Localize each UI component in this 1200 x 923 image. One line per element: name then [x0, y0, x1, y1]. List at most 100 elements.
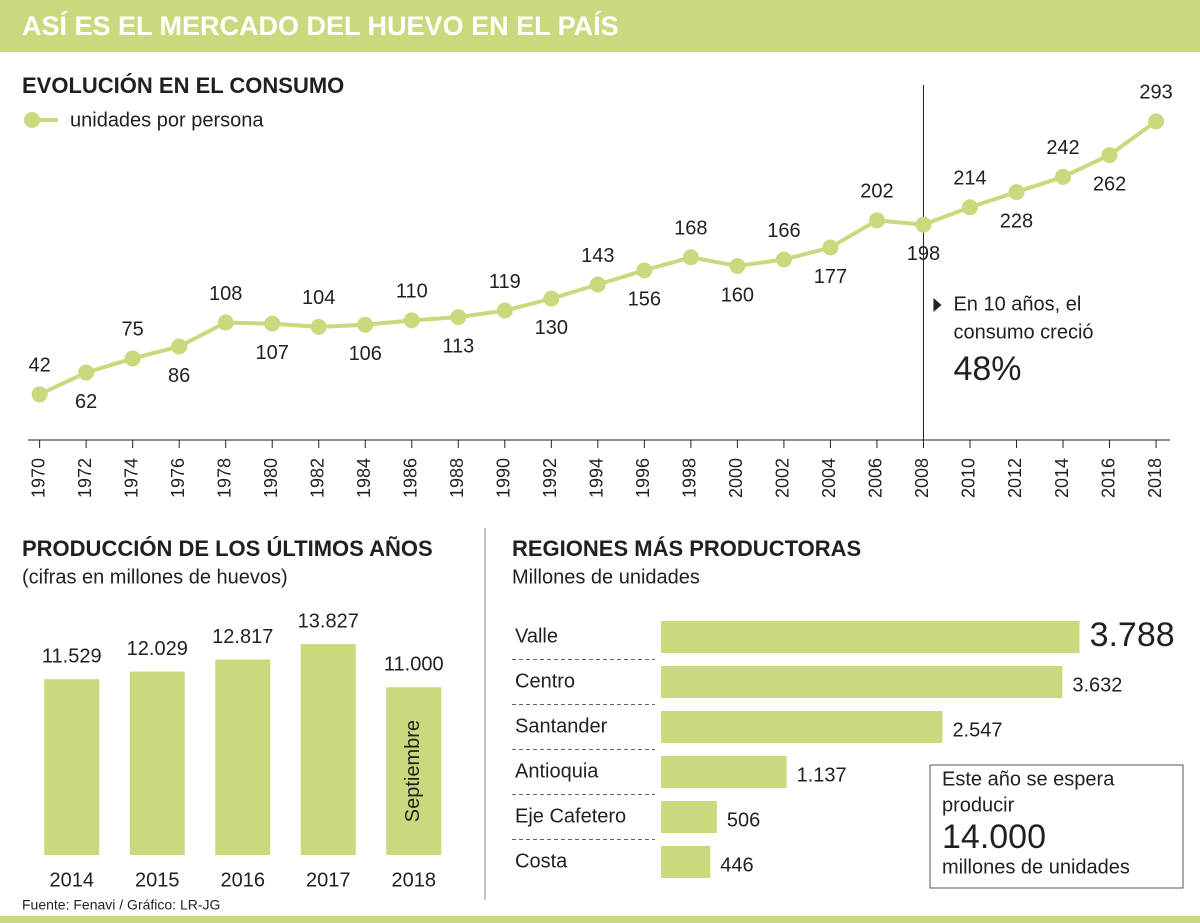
point	[310, 318, 327, 335]
x-tick-label: 1994	[587, 458, 607, 498]
x-tick-label: 2004	[819, 458, 839, 498]
value-label: 177	[814, 266, 847, 288]
bar	[386, 687, 442, 855]
bar-chart-subtitle: (cifras en millones de huevos)	[22, 566, 288, 588]
value-label: 12.817	[212, 626, 273, 648]
bar	[300, 644, 356, 855]
value-label: 13.827	[298, 610, 359, 632]
x-tick-label: 1992	[540, 458, 560, 498]
annotation-highlight: 48%	[953, 350, 1021, 388]
value-label: 242	[1046, 137, 1079, 159]
note-text: Este año se espera	[942, 768, 1115, 790]
x-tick-label: 2014	[1052, 458, 1072, 498]
x-tick-label: 2002	[773, 458, 793, 498]
value-label: 119	[489, 271, 521, 293]
bar	[661, 756, 787, 788]
x-tick-label: 1996	[633, 458, 653, 498]
point	[1101, 147, 1118, 164]
x-tick-label: 2018	[392, 869, 437, 891]
bar	[661, 711, 943, 743]
point	[682, 249, 699, 266]
point	[636, 262, 653, 279]
point	[357, 316, 374, 333]
point	[217, 314, 234, 331]
point	[31, 386, 48, 403]
footer-band	[0, 916, 1200, 923]
annotation-arrow	[933, 298, 942, 312]
legend-marker	[24, 112, 40, 128]
value-label: 198	[907, 243, 940, 265]
point	[1008, 184, 1025, 201]
value-label: 160	[721, 284, 754, 306]
point	[868, 212, 885, 229]
point	[822, 239, 839, 256]
point	[124, 350, 141, 367]
point	[450, 309, 467, 326]
header-band	[0, 0, 1200, 52]
x-tick-label: 1972	[75, 458, 95, 498]
value-label: 11.000	[384, 654, 444, 676]
value-label: 166	[767, 220, 800, 242]
value-label: 130	[535, 317, 568, 339]
x-tick-label: 1990	[494, 458, 514, 498]
x-tick-label: 1986	[401, 458, 421, 498]
value-label: 446	[720, 854, 753, 876]
page-title: ASÍ ES EL MERCADO DEL HUEVO EN EL PAÍS	[22, 10, 619, 41]
value-label: 86	[168, 365, 190, 387]
x-tick-label: 1988	[447, 458, 467, 498]
y-tick-label: Eje Cafetero	[515, 805, 626, 827]
x-tick-label: 2016	[1098, 458, 1118, 498]
value-label: 12.029	[127, 638, 188, 660]
value-label: 113	[442, 335, 474, 357]
value-label: 262	[1093, 173, 1126, 195]
value-label: 75	[122, 319, 144, 341]
x-tick-label: 2010	[959, 458, 979, 498]
point	[543, 290, 560, 307]
bar	[44, 679, 100, 855]
source: Fuente: Fenavi / Gráfico: LR-JG	[22, 897, 220, 913]
value-label: 2.547	[952, 719, 1002, 741]
y-tick-label: Valle	[515, 625, 558, 647]
hbar-chart-title: REGIONES MÁS PRODUCTORAS	[512, 536, 861, 561]
bar	[661, 666, 1063, 698]
bar-note: Septiembre	[402, 720, 424, 822]
value-label: 110	[396, 281, 428, 303]
value-label: 3.788	[1090, 616, 1175, 654]
y-tick-label: Antioquia	[515, 760, 599, 782]
x-tick-label: 2006	[866, 458, 886, 498]
x-tick-label: 1970	[28, 458, 48, 498]
x-tick-label: 1998	[680, 458, 700, 498]
value-label: 214	[953, 168, 986, 190]
line-chart-title: EVOLUCIÓN EN EL CONSUMO	[22, 73, 344, 98]
legend-label: unidades por persona	[70, 109, 264, 131]
x-tick-label: 2014	[50, 869, 95, 891]
bar	[661, 846, 711, 878]
bar	[215, 659, 271, 855]
x-tick-label: 1982	[307, 458, 327, 498]
value-label: 156	[628, 289, 661, 311]
x-tick-label: 2017	[306, 869, 351, 891]
value-label: 168	[674, 218, 707, 240]
x-tick-label: 1976	[168, 458, 188, 498]
bar	[661, 621, 1080, 653]
point	[589, 276, 606, 293]
note-text: producir	[942, 794, 1015, 816]
x-tick-label: 1984	[354, 458, 374, 498]
point	[729, 258, 746, 274]
x-tick-label: 1974	[121, 458, 141, 498]
value-label: 293	[1139, 82, 1172, 104]
point	[78, 364, 95, 381]
point	[403, 312, 420, 329]
x-tick-label: 2016	[221, 869, 266, 891]
value-label: 62	[75, 391, 97, 413]
point	[775, 251, 792, 268]
x-tick-label: 2018	[1145, 458, 1165, 498]
y-tick-label: Santander	[515, 715, 608, 737]
note-text: millones de unidades	[942, 856, 1130, 878]
value-label: 3.632	[1072, 674, 1122, 696]
value-label: 143	[581, 245, 614, 267]
bar	[129, 671, 185, 855]
value-label: 42	[29, 355, 51, 377]
value-label: 106	[349, 343, 382, 365]
